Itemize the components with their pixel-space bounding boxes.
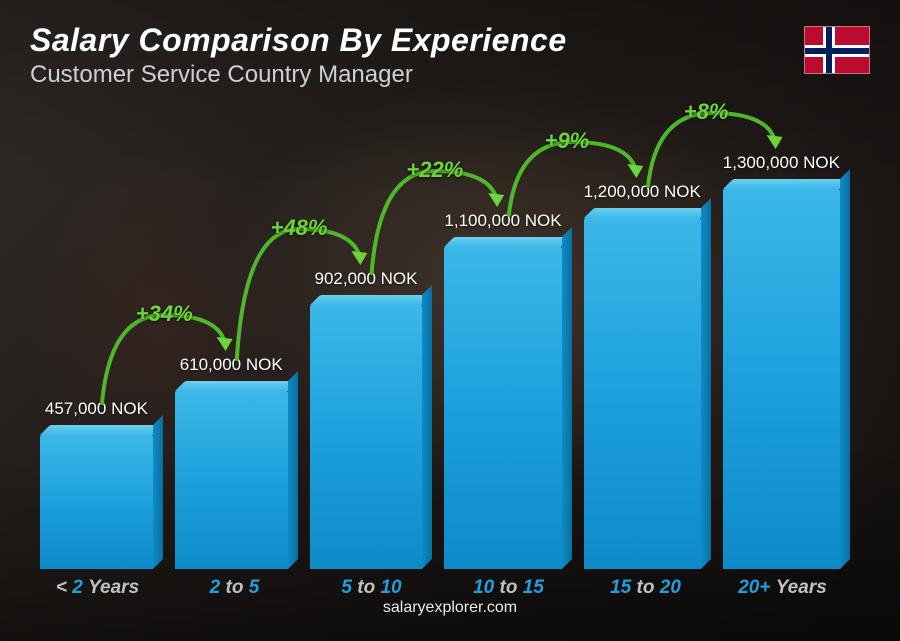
bar-value-label: 1,200,000 NOK [584, 182, 701, 202]
x-axis-label: 20+ Years [725, 577, 840, 599]
x-axis-label: < 2 Years [40, 577, 155, 599]
x-axis-label: 10 to 15 [451, 577, 566, 599]
bar-value-label: 902,000 NOK [314, 269, 417, 289]
bar-value-label: 457,000 NOK [45, 399, 148, 419]
bar-group: 1,300,000 NOK [723, 153, 840, 569]
bar-value-label: 1,300,000 NOK [723, 153, 840, 173]
bars-row: 457,000 NOK 610,000 NOK 902,000 NOK 1,100,0… [40, 99, 840, 569]
x-axis-label: 15 to 20 [588, 577, 703, 599]
bar-value-label: 610,000 NOK [180, 355, 283, 375]
bar [310, 305, 423, 569]
x-axis-label: 5 to 10 [314, 577, 429, 599]
bar-group: 902,000 NOK [310, 269, 423, 569]
x-axis-label: 2 to 5 [177, 577, 292, 599]
bar-group: 1,100,000 NOK [444, 211, 561, 569]
bar [175, 391, 288, 569]
footer-attribution: salaryexplorer.com [30, 599, 870, 621]
chart-area: Average Yearly Salary 457,000 NOK610,000… [30, 99, 870, 599]
bar-group: 610,000 NOK [175, 355, 288, 569]
bar-group: 457,000 NOK [40, 399, 153, 569]
bar-value-label: 1,100,000 NOK [444, 211, 561, 231]
bar [444, 247, 561, 569]
bar [584, 218, 701, 569]
bar [723, 189, 840, 569]
chart-subtitle: Customer Service Country Manager [30, 61, 804, 89]
bar [40, 435, 153, 569]
bar-group: 1,200,000 NOK [584, 182, 701, 569]
chart-title: Salary Comparison By Experience [30, 22, 804, 59]
header: Salary Comparison By Experience Customer… [30, 22, 870, 89]
x-axis-labels: < 2 Years 2 to 5 5 to 10 10 to 15 15 to 20 20… [40, 577, 840, 599]
chart-container: Salary Comparison By Experience Customer… [0, 0, 900, 641]
norway-flag-icon [804, 26, 870, 74]
